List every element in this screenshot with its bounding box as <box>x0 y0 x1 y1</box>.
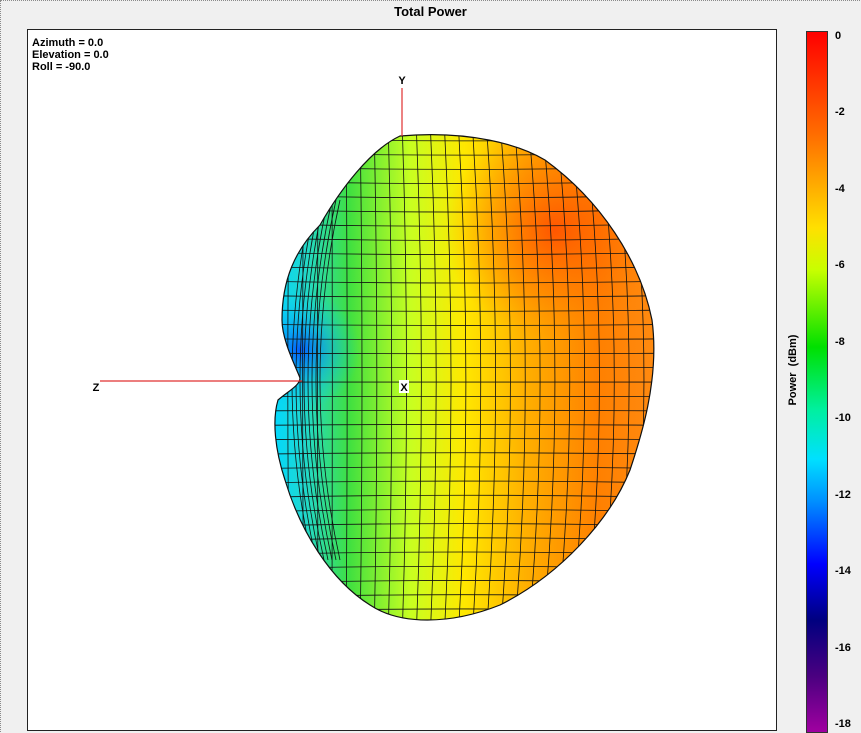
mesh-line <box>653 134 654 620</box>
mesh-line <box>319 199 341 561</box>
x-axis-label: X <box>400 382 408 394</box>
mesh-line <box>457 134 467 620</box>
colorbar-tick: -10 <box>835 412 851 425</box>
mesh-line <box>303 199 325 561</box>
elevation-readout: Elevation = 0.0 <box>32 49 109 61</box>
colorbar-tick: -16 <box>835 641 851 654</box>
colorbar-tick: -12 <box>835 488 851 501</box>
mesh-line <box>499 134 511 620</box>
colorbar-tick: -8 <box>835 335 845 348</box>
mesh-line <box>387 134 393 620</box>
x-axis-label-bg <box>399 380 409 393</box>
mesh-line <box>307 199 329 561</box>
mesh-line <box>373 134 378 620</box>
mesh-line <box>260 637 670 639</box>
mesh-line <box>274 352 654 355</box>
mesh-line <box>287 134 291 620</box>
mesh-line <box>274 266 654 270</box>
mesh-line <box>541 134 556 620</box>
z-axis-label: Z <box>93 382 100 394</box>
mesh-line <box>485 134 496 620</box>
colorbar-tick: -4 <box>835 182 845 195</box>
radiation-lobe <box>260 124 670 639</box>
mesh-line <box>429 134 437 620</box>
mesh-line <box>274 452 654 455</box>
colorbar-tick: -2 <box>835 106 845 119</box>
mesh-line <box>359 134 363 620</box>
mesh-line <box>513 134 526 620</box>
mesh-line <box>345 134 348 620</box>
colorbar-tick: -18 <box>835 718 851 730</box>
mesh-line <box>311 199 333 561</box>
chart-title: Total Power <box>394 4 467 19</box>
mesh-line <box>443 134 452 620</box>
mesh-line <box>527 134 541 620</box>
azimuth-readout: Azimuth = 0.0 <box>32 37 104 49</box>
mesh-line <box>260 623 670 625</box>
colorbar-tick: -14 <box>835 565 851 578</box>
mesh-line <box>415 134 422 620</box>
colorbar-tick: -6 <box>835 259 845 272</box>
mesh-line <box>260 124 670 126</box>
mesh-line <box>315 199 337 561</box>
mesh-line <box>274 237 654 241</box>
roll-readout: Roll = -90.0 <box>32 61 91 73</box>
mesh-line <box>471 134 482 620</box>
mesh-line <box>274 466 654 469</box>
y-axis-label: Y <box>398 75 406 87</box>
colorbar-tick: 0 <box>835 30 842 42</box>
mesh-line <box>274 409 654 412</box>
colorbar-label: Power (dBm) <box>787 334 799 406</box>
mesh-line <box>274 494 654 498</box>
mesh-line <box>274 295 654 298</box>
view-parameters: Azimuth = 0.0 Elevation = 0.0 Roll = -90… <box>32 37 109 73</box>
colorbar <box>806 31 828 733</box>
